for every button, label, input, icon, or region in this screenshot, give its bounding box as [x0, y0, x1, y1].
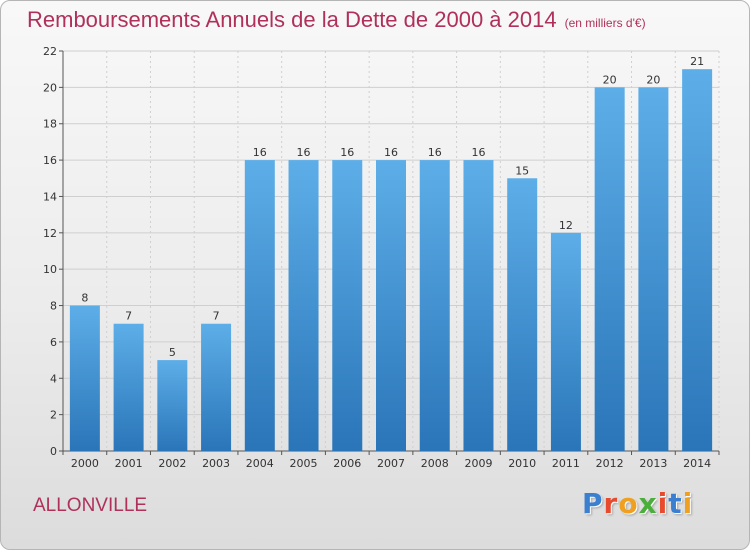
bar: [244, 160, 275, 451]
x-tick-label: 2007: [377, 457, 405, 470]
bars: [69, 69, 713, 452]
x-tick-label: 2006: [333, 457, 361, 470]
x-tick-label: 2009: [464, 457, 492, 470]
y-tick-label: 6: [50, 336, 57, 349]
x-tick-label: 2002: [158, 457, 186, 470]
y-tick-label: 22: [43, 45, 57, 58]
logo-letter: x: [638, 487, 658, 520]
bar: [69, 305, 100, 451]
y-tick-label: 0: [50, 445, 57, 458]
x-tick-label: 2011: [552, 457, 580, 470]
y-tick-label: 18: [43, 118, 57, 131]
logo-letter: o: [618, 487, 639, 520]
data-label: 7: [125, 310, 132, 323]
bar: [332, 160, 363, 451]
x-tick-label: 2010: [508, 457, 536, 470]
y-tick-label: 4: [50, 372, 57, 385]
data-label: 20: [646, 73, 660, 86]
bar: [594, 87, 625, 451]
data-label: 16: [428, 146, 442, 159]
data-label: 20: [603, 73, 617, 86]
data-label: 16: [340, 146, 354, 159]
data-label: 8: [81, 292, 88, 305]
y-tick-label: 2: [50, 409, 57, 422]
logo-letter: P: [582, 487, 604, 520]
data-label: 5: [169, 346, 176, 359]
bar: [376, 160, 406, 451]
logo-letter: r: [603, 487, 619, 520]
proxiti-logo[interactable]: Proxiti: [582, 487, 693, 520]
logo-letter: t: [668, 487, 683, 520]
bar: [550, 232, 581, 451]
logo-letter: i: [657, 487, 669, 520]
data-label: 12: [559, 219, 573, 232]
bar: [419, 160, 450, 451]
y-tick-label: 10: [43, 263, 57, 276]
y-tick-label: 20: [43, 81, 57, 94]
bar: [638, 87, 669, 451]
x-tick-label: 2008: [421, 457, 449, 470]
data-label: 16: [471, 146, 485, 159]
logo-letter: i: [682, 487, 694, 520]
data-label: 16: [297, 146, 311, 159]
y-tick-label: 14: [43, 190, 57, 203]
bar: [463, 160, 494, 451]
y-tick-label: 8: [50, 300, 57, 313]
y-tick-label: 12: [43, 227, 57, 240]
chart-subtitle: (en milliers d'€): [564, 16, 646, 30]
data-labels: 8 7 5 7 16 16 16 16 16 16 15 12 20 20 21: [81, 55, 704, 359]
chart-title: Remboursements Annuels de la Dette de 20…: [27, 7, 646, 33]
data-label: 16: [253, 146, 267, 159]
data-label: 16: [384, 146, 398, 159]
x-tick-label: 2012: [596, 457, 624, 470]
x-tick-label: 2003: [202, 457, 230, 470]
x-tick-label: 2004: [246, 457, 274, 470]
axes: 0 2 4 6 8 10 12 14 16 18 20 22 2000 2001 2002 2003 2004 2…: [43, 45, 720, 470]
bar: [113, 323, 144, 451]
bar: [201, 323, 232, 451]
data-label: 15: [515, 164, 529, 177]
bar: [157, 360, 188, 451]
x-tick-label: 2000: [71, 457, 99, 470]
data-label: 7: [213, 310, 220, 323]
y-tick-label: 16: [43, 154, 57, 167]
bar: [507, 178, 538, 452]
x-tick-label: 2005: [290, 457, 318, 470]
commune-name: ALLONVILLE: [33, 495, 148, 516]
bar: [288, 160, 319, 451]
data-label: 21: [690, 55, 704, 68]
bar: [682, 69, 713, 451]
x-tick-label: 2014: [683, 457, 711, 470]
chart-title-text: Remboursements Annuels de la Dette de 20…: [27, 7, 557, 32]
x-tick-label: 2001: [115, 457, 143, 470]
x-tick-label: 2013: [639, 457, 667, 470]
